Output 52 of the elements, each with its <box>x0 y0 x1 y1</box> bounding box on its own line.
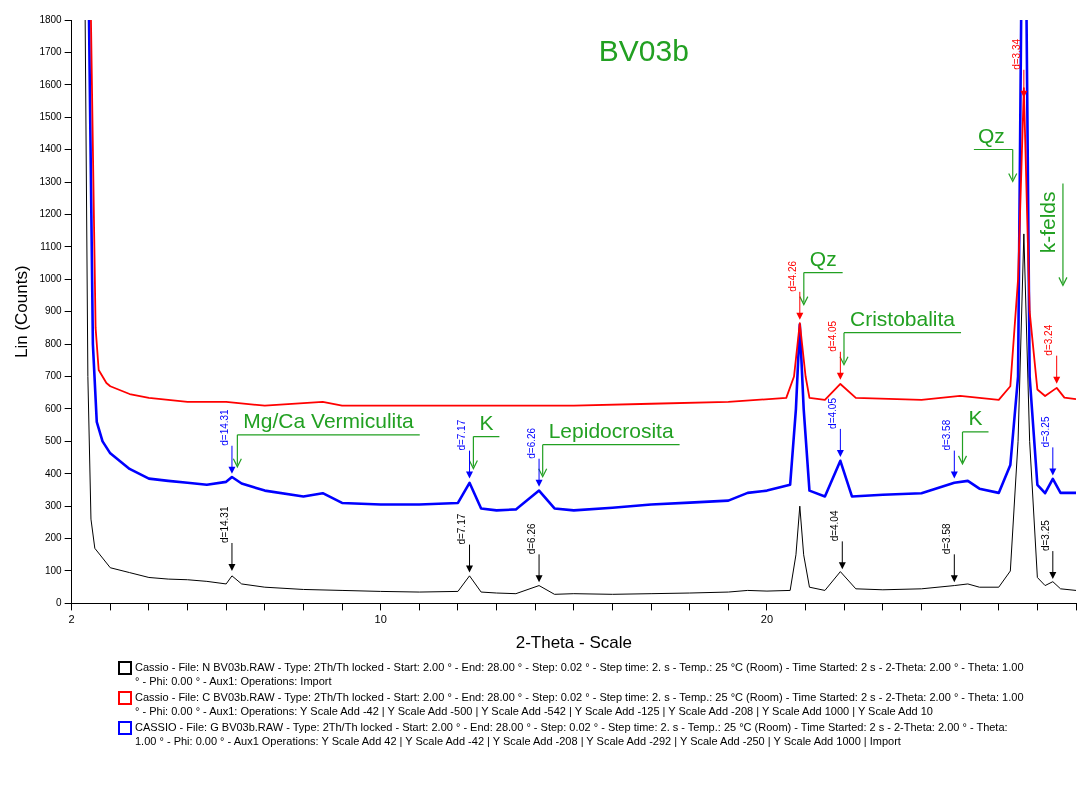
y-tick-label: 300 <box>44 499 63 511</box>
annotation: d=7.17 <box>456 513 468 545</box>
text: BV03b <box>598 34 689 68</box>
y-tick-label: 1500 <box>39 110 63 122</box>
annotation: d=14.31 <box>218 506 230 543</box>
annotation: Cristobalita <box>849 307 956 330</box>
annotation: d=4.04 <box>829 510 841 542</box>
y-tick-label: 1600 <box>39 78 63 90</box>
x-tick-label: 10 <box>374 613 387 626</box>
annotation: d=3.58 <box>941 419 953 451</box>
annotation: K <box>479 410 494 434</box>
y-tick-label: 1200 <box>39 208 63 220</box>
annotation: d=14.31 <box>218 408 230 446</box>
annotation: Qz <box>977 123 1005 147</box>
annotation: d=4.05 <box>827 320 839 352</box>
x-tick-label: 2 <box>68 613 75 626</box>
y-tick-label: 500 <box>44 435 63 447</box>
y-tick-label: 400 <box>44 467 63 479</box>
legend-label: Cassio - File: C BV03b.RAW - Type: 2Th/Th locked - Start: 2.00 ° - End: 28.00 ° - Step: 0.02 ° - Step time: 2. s - Temp.: 25 °C (Room) - Time Started: 2 s - 2-Theta: 2.00 ° - Theta: 1.00 ° - Phi: 0.00 ° - Aux1: Operations: Y Scale Add -42 | Y Scale Add -500 | Y Scale Add -542 | Y Scale Add -125 | Y Scale Add -208 | Y Scale Add 1000 | Y Scale Add 10 <box>135 690 1024 718</box>
annotation: d=3.25 <box>1039 519 1051 552</box>
annotation: Qz <box>809 246 837 270</box>
legend-label: Cassio - File: N BV03b.RAW - Type: 2Th/Th locked - Start: 2.00 ° - End: 28.00 ° - Step: 0.02 ° - Step time: 2. s - Temp.: 25 °C (Room) - Time Started: 2 s - 2-Theta: 2.00 ° - Theta: 1.00 ° - Phi: 0.00 ° - Aux1: Operations: Import <box>135 660 1024 688</box>
y-tick-label: 0 <box>56 597 63 609</box>
annotation: Lepidocrosita <box>548 419 674 443</box>
annotation: d=7.17 <box>456 419 468 451</box>
legend-label: CASSIO - File: G BV03b.RAW - Type: 2Th/Th locked - Start: 2.00 ° - End: 28.00 ° - Step: 0.02 ° - Step time: 2. s - Temp.: 25 °C (Room) - Time Started: 2 s - 2-Theta: 2.00 ° - Theta: 1.00 ° - Phi: 0.00 ° - Aux1 Operations: Y Scale Add 42 | Y Scale Add -42 | Y Scale Add -208 | Y Scale Add -292 | Y Scale Add -250 | Y Scale Add 1000 | Import <box>135 720 1009 748</box>
y-axis-title: Lin (Counts) <box>11 265 31 358</box>
annotation: K <box>968 406 983 430</box>
y-tick-label: 700 <box>44 370 63 382</box>
y-tick-label: 1000 <box>39 273 63 285</box>
annotation: d=4.05 <box>827 397 839 429</box>
y-tick-label: 1400 <box>39 143 63 155</box>
y-tick-label: 800 <box>44 337 63 349</box>
annotation: d=3.25 <box>1039 416 1051 448</box>
annotation: d=6.26 <box>525 427 537 459</box>
annotation: d=3.58 <box>941 523 953 555</box>
y-tick-label: 100 <box>44 564 63 576</box>
annotation: d=4.26 <box>786 260 798 292</box>
annotation: d=6.26 <box>525 523 537 555</box>
annotation: d=3.24 <box>1043 324 1055 356</box>
x-tick-label: 20 <box>760 613 774 626</box>
y-tick-label: 200 <box>44 532 63 544</box>
annotation: d=3.34 <box>1010 38 1022 70</box>
y-tick-label: 900 <box>44 305 63 317</box>
annotation: Mg/Ca Vermiculita <box>243 409 415 433</box>
y-tick-label: 1700 <box>39 46 63 58</box>
x-axis-title: 2-Theta - Scale <box>515 633 632 653</box>
y-tick-label: 1300 <box>39 175 63 187</box>
y-tick-label: 1800 <box>39 13 63 25</box>
y-tick-label: 1100 <box>40 240 63 252</box>
y-tick-label: 600 <box>44 402 63 414</box>
annotation: k-felds <box>1036 191 1060 254</box>
